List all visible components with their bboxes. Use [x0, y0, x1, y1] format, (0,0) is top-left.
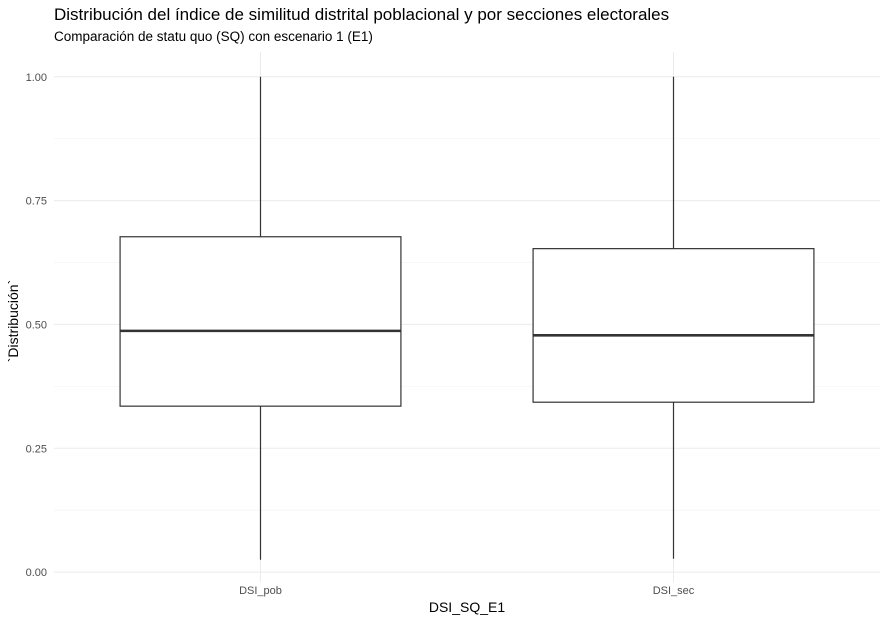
x-tick-label: DSI_pob [239, 585, 282, 597]
iqr-box [119, 236, 402, 407]
iqr-box [532, 248, 815, 403]
y-tick-label: 0.50 [26, 319, 47, 331]
chart-subtitle: Comparación de statu quo (SQ) con escena… [54, 29, 373, 44]
y-tick-label: 0.75 [26, 196, 47, 208]
x-axis-title: DSI_SQ_E1 [429, 599, 505, 615]
y-tick-label: 1.00 [26, 72, 47, 84]
y-tick-label: 0.25 [26, 443, 47, 455]
box-DSI_sec [532, 76, 815, 559]
box-series [119, 76, 815, 560]
axis-ticks: 0.00 0.25 0.50 0.75 1.00 DSI_pob DSI_sec [26, 72, 695, 597]
y-axis-title: `Distribución` [5, 280, 21, 362]
y-tick-label: 0.00 [26, 567, 47, 579]
box-DSI_pob [119, 76, 402, 560]
x-tick-label: DSI_sec [653, 585, 695, 597]
chart-title: Distribución del índice de similitud dis… [54, 5, 670, 24]
